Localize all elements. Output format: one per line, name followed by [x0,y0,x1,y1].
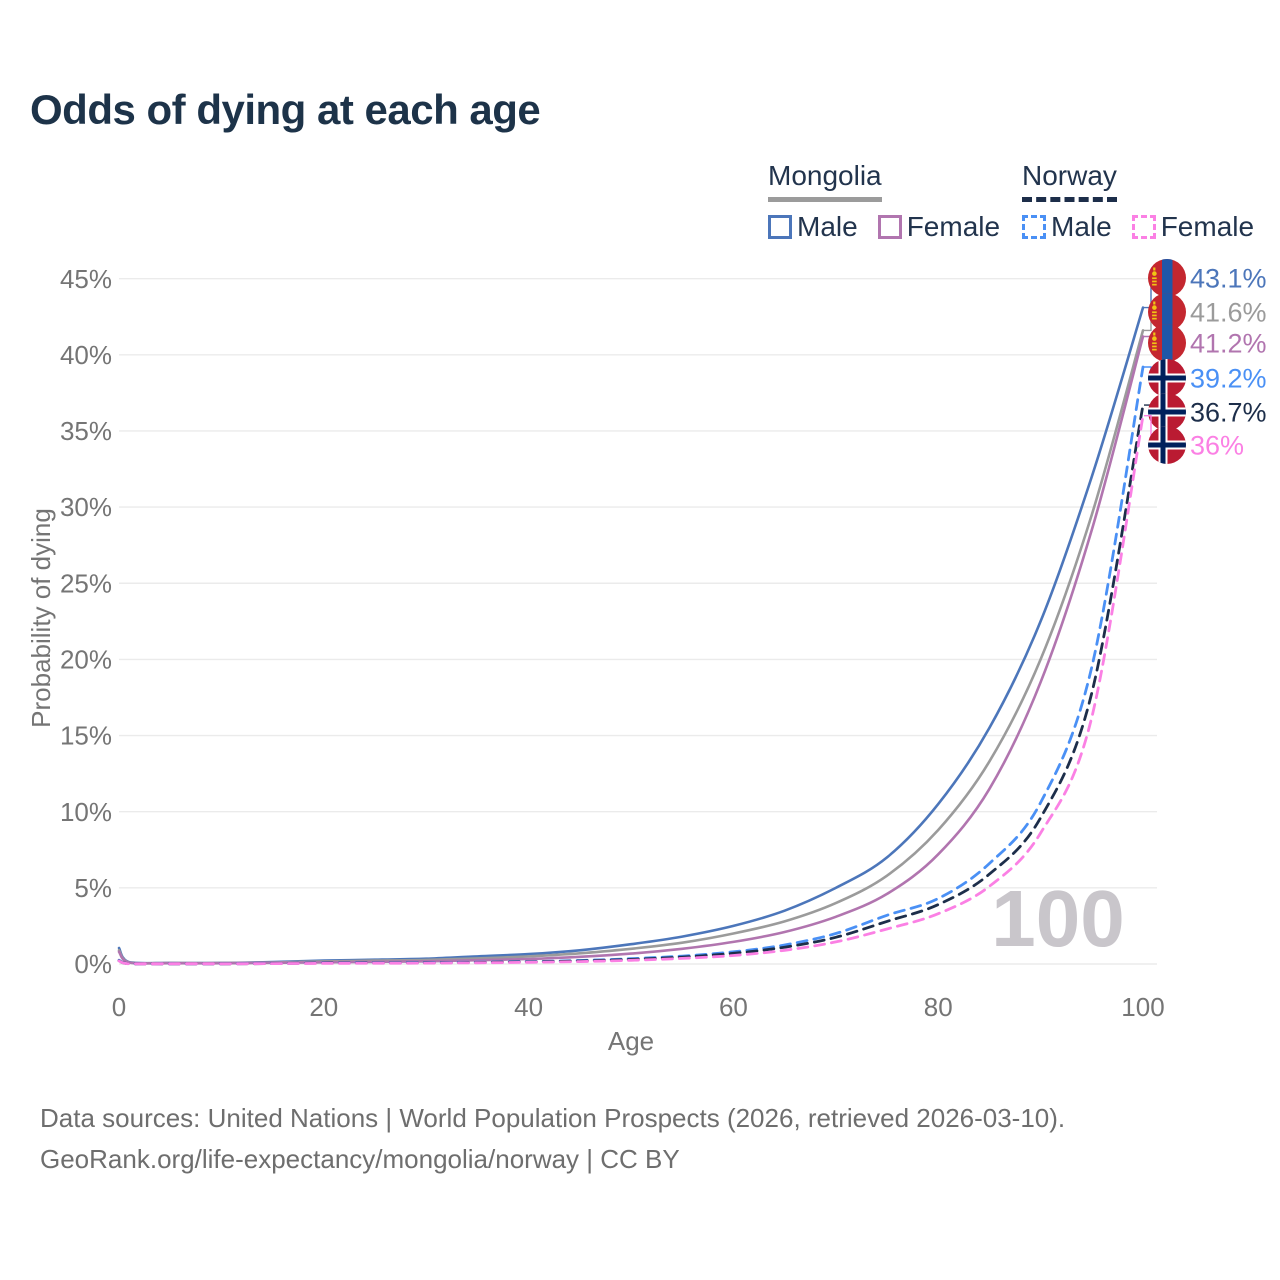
norway-flag-icon [1148,426,1186,464]
end-label-mongolia-male: 43.1% [1190,263,1267,293]
end-label-norway-both: 36.7% [1190,397,1267,427]
watermark-age-100: 100 [991,874,1124,963]
legend-item-norway-female[interactable]: Female [1131,211,1255,243]
y-tick-label-25: 25% [60,568,112,598]
end-label-norway-female: 36% [1190,430,1244,460]
end-label-mongolia-female: 41.2% [1190,328,1267,358]
norway-female-swatch-icon [1131,215,1156,239]
x-tick-label-80: 80 [924,992,953,1022]
y-tick-label-35: 35% [60,416,112,446]
mongolia-flag-icon [1148,324,1186,362]
data-sources: Data sources: United Nations | World Pop… [40,1098,1065,1180]
data-sources-line2: GeoRank.org/life-expectancy/mongolia/nor… [40,1144,680,1174]
norway-male-swatch-icon [1022,215,1046,239]
y-tick-label-40: 40% [60,340,112,370]
legend-country-norway[interactable]: Norway [1022,160,1117,202]
mongolia-female-swatch-icon [877,215,902,239]
legend-label-mongolia-male: Male [797,211,858,242]
y-tick-label-10: 10% [60,797,112,827]
series-line-mongolia-both [117,329,1145,965]
y-tick-label-15: 15% [60,721,112,751]
legend-label-norway-female: Female [1160,211,1255,242]
series-line-norway-both [117,403,1145,966]
end-label-norway-male: 39.2% [1190,363,1267,393]
x-axis-title: Age [608,1026,654,1056]
x-tick-label-20: 20 [309,992,338,1022]
series-line-mongolia-female [117,335,1145,965]
legend-group-mongolia: Mongolia Male Female [768,160,1000,243]
x-tick-label-60: 60 [719,992,748,1022]
page-title: Odds of dying at each age [30,86,541,133]
y-tick-label-5: 5% [74,873,112,903]
norway-flag-icon [1148,393,1186,431]
end-label-mongolia-both: 41.6% [1190,297,1267,327]
legend-label-norway-male: Male [1051,211,1112,242]
mongolia-male-swatch-icon [768,215,792,239]
legend-item-norway-male[interactable]: Male [1022,211,1112,243]
x-tick-label-40: 40 [514,992,543,1022]
data-sources-line1: Data sources: United Nations | World Pop… [40,1103,1066,1133]
x-tick-label-0: 0 [112,992,126,1022]
y-tick-label-30: 30% [60,492,112,522]
legend-country-mongolia[interactable]: Mongolia [768,160,882,202]
y-tick-label-20: 20% [60,645,112,675]
legend-item-mongolia-female[interactable]: Female [877,211,1001,243]
legend-group-norway: Norway Male Female [1022,160,1254,243]
series-line-norway-female [117,414,1145,966]
y-tick-label-0: 0% [74,949,112,979]
mongolia-flag-icon [1148,259,1186,297]
y-axis-title: Probability of dying [26,508,56,728]
x-tick-label-100: 100 [1121,992,1164,1022]
legend-label-mongolia-female: Female [906,211,1001,242]
y-tick-label-45: 45% [60,264,112,294]
norway-flag-icon [1148,359,1186,397]
legend-item-mongolia-male[interactable]: Male [768,211,858,243]
